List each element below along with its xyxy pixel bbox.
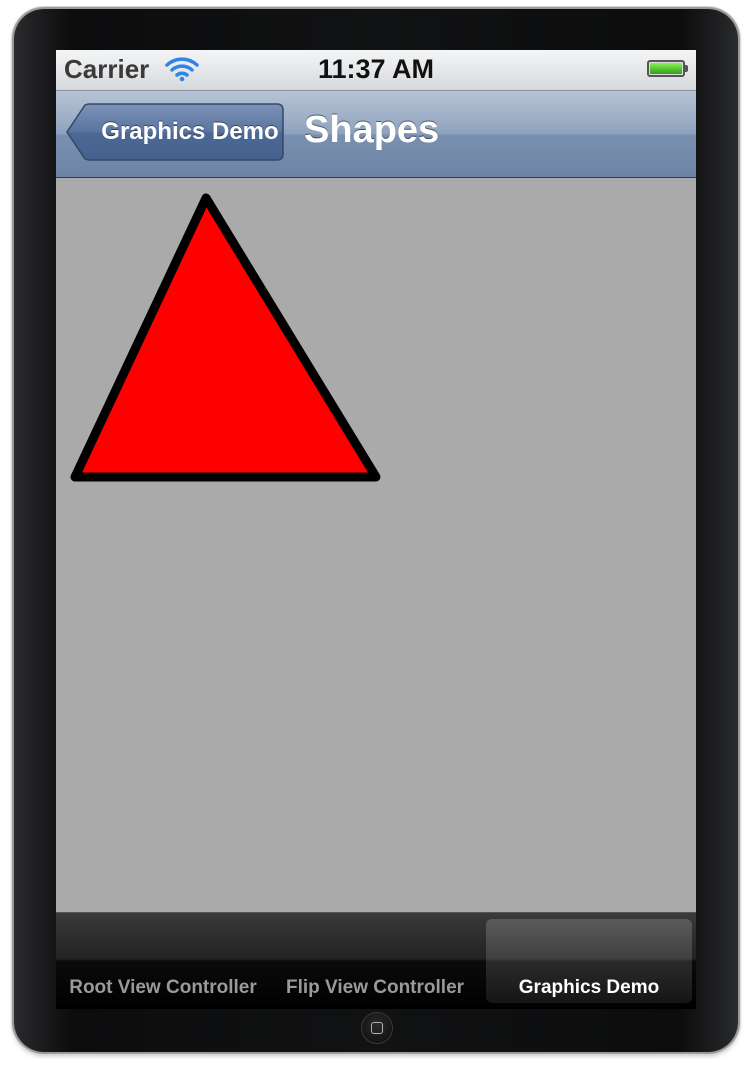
triangle-shape (70, 193, 381, 482)
status-time: 11:37 AM (317, 54, 435, 84)
back-button-label: Graphics Demo (101, 118, 279, 145)
drawing-canvas (70, 193, 381, 482)
back-button[interactable]: Graphics Demo (66, 103, 284, 161)
tab-selected-highlight (486, 919, 692, 1003)
carrier-label: Carrier (64, 54, 150, 84)
home-square-icon (371, 1022, 383, 1034)
tab-flip-view-controller[interactable]: Flip View Controller (270, 913, 480, 1009)
battery-icon (647, 60, 685, 77)
tab-graphics-demo[interactable]: Graphics Demo (482, 913, 696, 1009)
wifi-icon (165, 57, 199, 82)
status-bar: Carrier 11:37 AM (56, 50, 696, 91)
tab-label: Graphics Demo (518, 977, 660, 998)
tab-bar: Root View Controller Flip View Controlle… (56, 912, 696, 1009)
tab-root-view-controller[interactable]: Root View Controller (56, 913, 270, 1009)
screen: Carrier 11:37 AM (56, 50, 696, 962)
back-button-shape (66, 103, 284, 161)
home-button[interactable] (361, 1012, 393, 1044)
tab-label: Root View Controller (69, 977, 257, 998)
navigation-bar: Graphics Demo Shapes (56, 91, 696, 178)
tab-label: Flip View Controller (285, 977, 465, 998)
page-title: Shapes (304, 109, 440, 151)
battery-tip (684, 65, 688, 72)
